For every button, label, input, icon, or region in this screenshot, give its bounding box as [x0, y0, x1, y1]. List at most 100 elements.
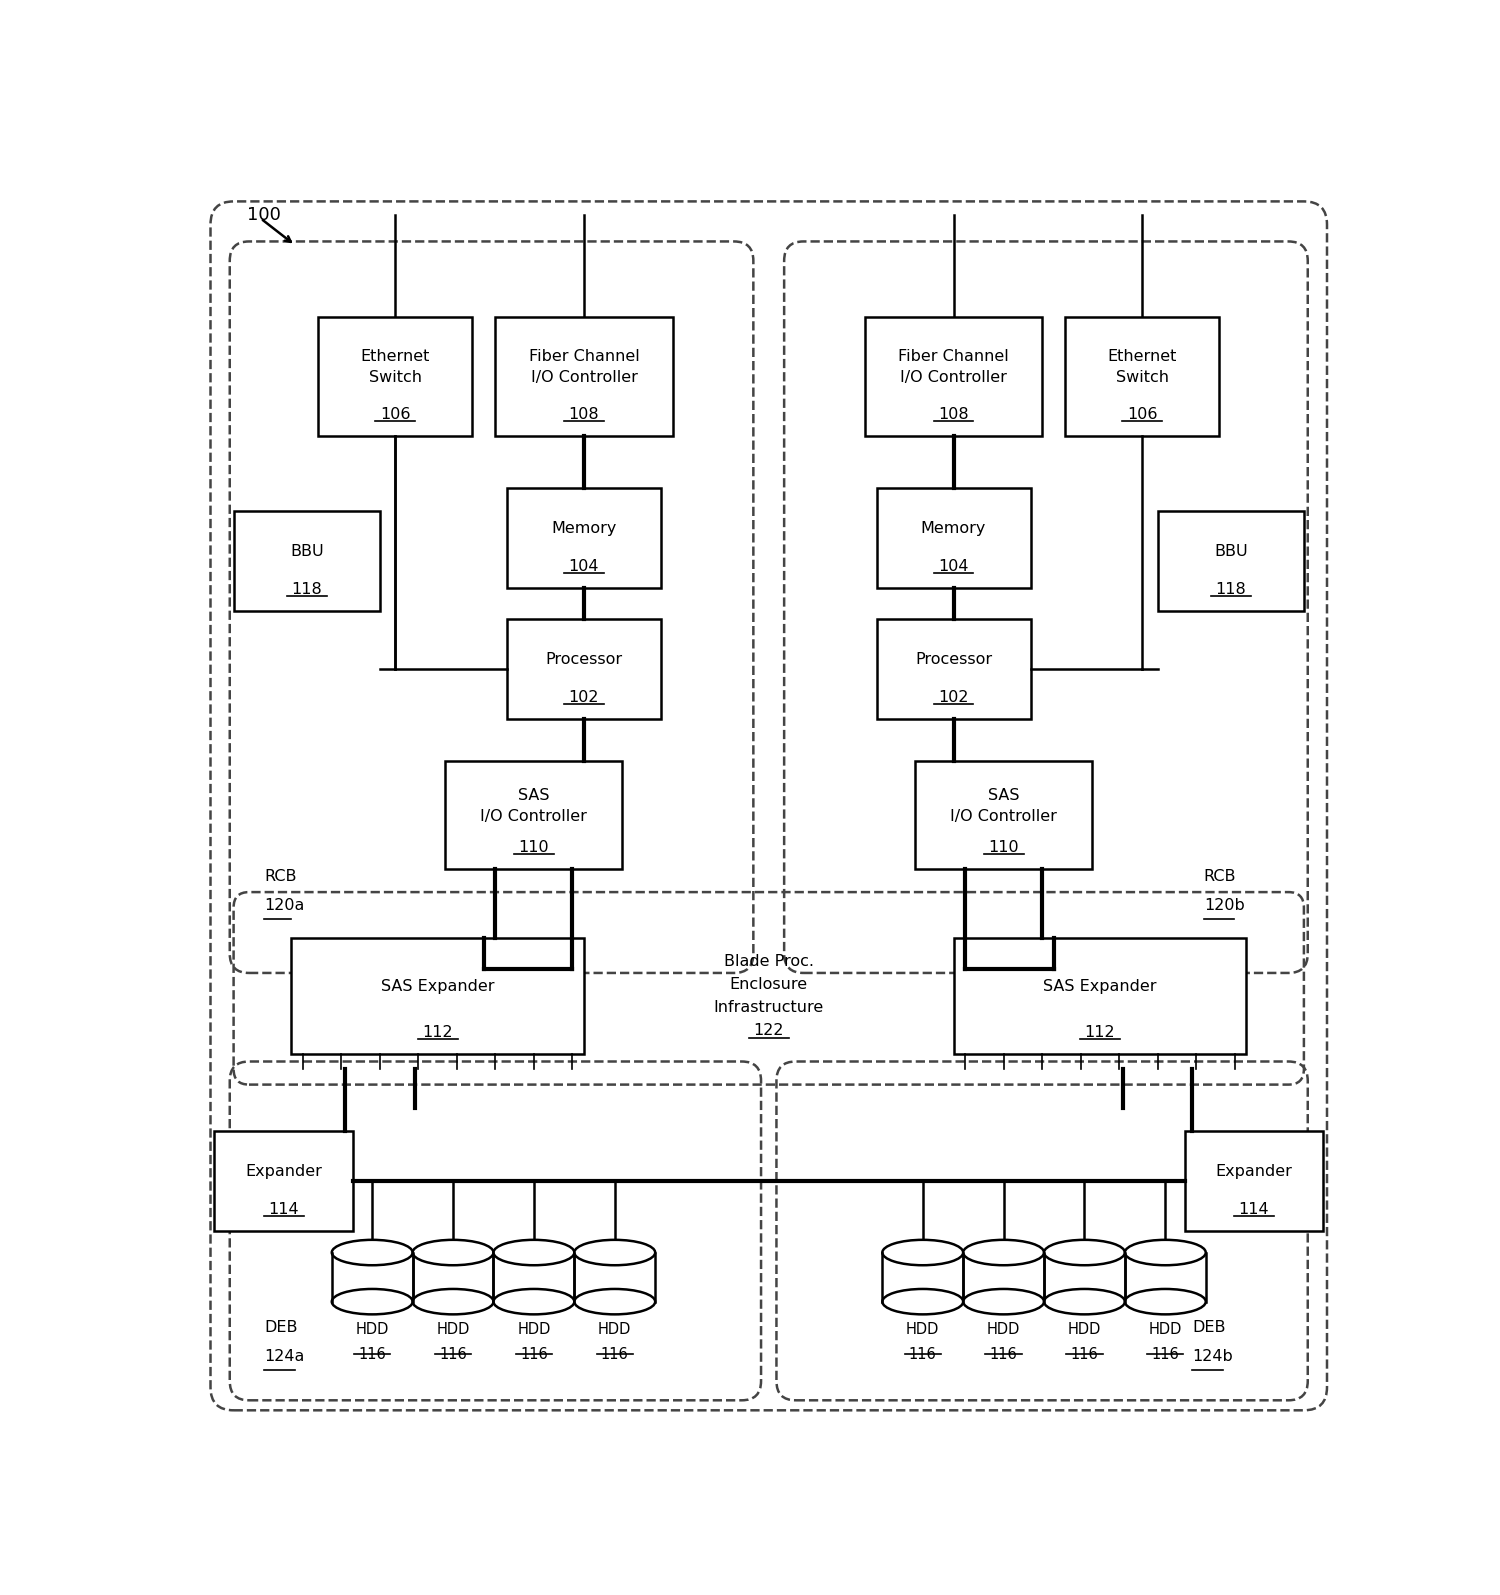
Text: 116: 116 [602, 1348, 628, 1362]
Text: 106: 106 [380, 407, 411, 421]
Bar [234, 510, 380, 611]
Bar [291, 938, 584, 1054]
Bar [1158, 510, 1304, 611]
Bar [876, 488, 1031, 589]
Text: RCB: RCB [264, 869, 297, 884]
Bar [574, 1252, 656, 1302]
Ellipse shape [963, 1239, 1044, 1265]
Bar [318, 316, 472, 435]
Text: Switch: Switch [1116, 370, 1168, 386]
Text: 114: 114 [1239, 1203, 1269, 1217]
Text: Enclosure: Enclosure [729, 978, 809, 992]
Text: Ethernet: Ethernet [360, 349, 430, 364]
Bar [963, 1252, 1044, 1302]
Text: 110: 110 [519, 841, 549, 855]
Text: 104: 104 [939, 558, 969, 574]
Text: 124a: 124a [264, 1349, 305, 1364]
Text: 108: 108 [568, 407, 600, 421]
Text: 102: 102 [568, 689, 598, 705]
Ellipse shape [882, 1289, 963, 1314]
Text: Fiber Channel: Fiber Channel [898, 349, 1010, 364]
Text: Infrastructure: Infrastructure [714, 1000, 824, 1014]
Ellipse shape [1125, 1239, 1206, 1265]
Text: I/O Controller: I/O Controller [900, 370, 1007, 386]
Ellipse shape [413, 1239, 494, 1265]
Text: DEB: DEB [1192, 1319, 1225, 1335]
Text: DEB: DEB [264, 1319, 298, 1335]
Text: SAS: SAS [988, 788, 1020, 802]
Ellipse shape [1044, 1239, 1125, 1265]
Text: Memory: Memory [552, 522, 616, 536]
Text: 116: 116 [358, 1348, 386, 1362]
Text: HDD: HDD [1068, 1322, 1101, 1337]
Bar [1044, 1252, 1125, 1302]
Bar [1185, 1131, 1323, 1231]
Text: 106: 106 [1126, 407, 1158, 421]
Text: 118: 118 [291, 582, 322, 597]
Text: 112: 112 [423, 1024, 453, 1040]
Text: 116: 116 [909, 1348, 936, 1362]
Ellipse shape [1044, 1289, 1125, 1314]
Text: SAS Expander: SAS Expander [1042, 979, 1156, 994]
Ellipse shape [413, 1289, 494, 1314]
Text: 118: 118 [1215, 582, 1246, 597]
Text: Processor: Processor [546, 652, 622, 667]
Text: Expander: Expander [244, 1164, 322, 1179]
Bar [1065, 316, 1220, 435]
Bar [446, 761, 622, 869]
Bar [495, 316, 672, 435]
Text: Fiber Channel: Fiber Channel [528, 349, 639, 364]
Text: 100: 100 [246, 206, 280, 223]
Bar [865, 316, 1042, 435]
Text: BBU: BBU [290, 544, 324, 560]
Text: SAS Expander: SAS Expander [381, 979, 495, 994]
Text: 104: 104 [568, 558, 598, 574]
Text: HDD: HDD [518, 1322, 550, 1337]
Bar [882, 1252, 963, 1302]
Ellipse shape [574, 1239, 656, 1265]
Text: BBU: BBU [1214, 544, 1248, 560]
Ellipse shape [494, 1289, 574, 1314]
Bar [507, 488, 662, 589]
Ellipse shape [882, 1239, 963, 1265]
Text: 124b: 124b [1192, 1349, 1233, 1364]
Text: HDD: HDD [356, 1322, 388, 1337]
Text: 120b: 120b [1204, 898, 1245, 914]
Text: Processor: Processor [915, 652, 992, 667]
Bar [915, 761, 1092, 869]
Ellipse shape [574, 1289, 656, 1314]
Ellipse shape [332, 1239, 412, 1265]
Ellipse shape [1125, 1289, 1206, 1314]
Text: HDD: HDD [906, 1322, 939, 1337]
Text: HDD: HDD [598, 1322, 632, 1337]
Bar [332, 1252, 412, 1302]
Text: Memory: Memory [921, 522, 986, 536]
Text: HDD: HDD [987, 1322, 1020, 1337]
Text: 116: 116 [440, 1348, 466, 1362]
Text: 116: 116 [1071, 1348, 1098, 1362]
Ellipse shape [963, 1289, 1044, 1314]
Text: I/O Controller: I/O Controller [531, 370, 638, 386]
Text: 116: 116 [1152, 1348, 1179, 1362]
Text: 112: 112 [1084, 1024, 1114, 1040]
Text: 122: 122 [753, 1024, 784, 1038]
Text: 114: 114 [268, 1203, 298, 1217]
Bar [413, 1252, 494, 1302]
Text: I/O Controller: I/O Controller [480, 809, 588, 825]
Bar [954, 938, 1246, 1054]
Text: 110: 110 [988, 841, 1018, 855]
Bar [876, 619, 1031, 719]
Text: Blade Proc.: Blade Proc. [723, 954, 813, 968]
Text: SAS: SAS [518, 788, 549, 802]
Bar [507, 619, 662, 719]
Text: Expander: Expander [1215, 1164, 1293, 1179]
Bar [214, 1131, 352, 1231]
Text: 108: 108 [938, 407, 969, 421]
Text: 120a: 120a [264, 898, 305, 914]
Text: HDD: HDD [436, 1322, 470, 1337]
Text: RCB: RCB [1204, 869, 1236, 884]
Ellipse shape [332, 1289, 412, 1314]
Ellipse shape [494, 1239, 574, 1265]
Text: I/O Controller: I/O Controller [950, 809, 1058, 825]
Text: 116: 116 [520, 1348, 548, 1362]
